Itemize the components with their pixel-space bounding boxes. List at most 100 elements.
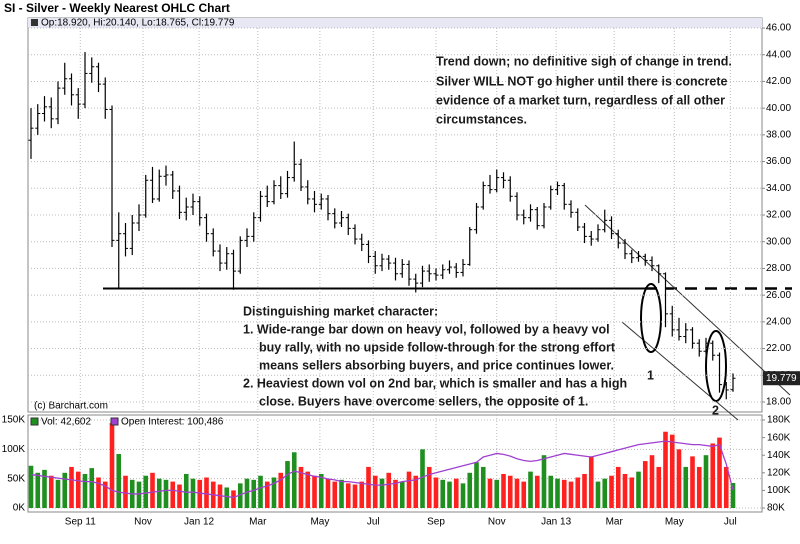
volume-bar [440, 479, 446, 509]
volume-bar [352, 484, 358, 509]
volume-bar [28, 465, 34, 509]
annotation: circumstances. [436, 112, 527, 126]
annotation: close. Buyers have overcome sellers, the… [259, 394, 588, 408]
volume-bar [622, 473, 628, 509]
y-tick-label: 44.00 [766, 49, 791, 60]
volume-bar [555, 478, 560, 509]
volume-bar [345, 483, 351, 509]
volume-bar [372, 475, 378, 509]
volume-bar [204, 477, 209, 509]
annotation: 1 [647, 368, 654, 382]
volume-bar [636, 471, 641, 509]
x-tick-label: Jan 13 [541, 517, 571, 528]
annotation: Silver WILL NOT go higher until there is… [436, 74, 728, 88]
volume-bar [42, 469, 47, 509]
y-tick-label: 36.00 [766, 156, 791, 167]
volume-bar [683, 466, 689, 509]
volume-bar [332, 481, 338, 509]
volume-bar [379, 478, 385, 509]
y-tick-label: 34.00 [766, 183, 791, 194]
annotation: means sellers absorbing buyers, and pric… [259, 358, 614, 372]
y-tick-label: 100K [2, 444, 26, 455]
volume-bar [170, 481, 176, 509]
highlight-ellipse [640, 283, 662, 353]
volume-bar [460, 483, 466, 509]
volume-bar [426, 466, 432, 509]
volume-bar [156, 478, 162, 509]
volume-bar [656, 466, 662, 509]
volume-bar [75, 471, 81, 509]
volume-bar [224, 487, 230, 509]
volume-bar [453, 478, 459, 509]
volume-bar [177, 484, 182, 509]
annotation: Distinguishing market character: [243, 304, 438, 318]
volume-bar [649, 455, 655, 509]
volume-bar [521, 481, 527, 509]
annotation: 2. Heaviest down vol on 2nd bar, which i… [243, 376, 627, 390]
volume-bar [264, 481, 270, 509]
y-tick-label: 18.00 [766, 397, 791, 408]
volume-bar [136, 481, 142, 509]
volume-bar [582, 473, 587, 509]
last-price-box [763, 371, 800, 386]
chart-title: SI - Silver - Weekly Nearest OHLC Chart [4, 1, 230, 15]
volume-bar [298, 466, 304, 509]
volume-bar [102, 481, 108, 509]
volume-bar [278, 472, 284, 509]
volume-bar [588, 456, 594, 509]
volume-bar [595, 481, 601, 509]
y-tick-label: 38.00 [766, 130, 791, 141]
volume-bar [690, 456, 695, 509]
legend-label: Open Interest: 100,486 [121, 417, 224, 428]
volume-bar [447, 481, 452, 509]
volume-bar [399, 481, 405, 509]
volume-bar [62, 472, 68, 509]
price-legend: Op:18.920, Hi:20.140, Lo:18.765, Cl:19.7… [41, 18, 235, 29]
y-tick-label: 40.00 [766, 103, 791, 114]
volume-bar [339, 479, 344, 509]
y-tick-label: 0K [13, 503, 26, 514]
y-tick-label: 22.00 [766, 343, 791, 354]
volume-bar [251, 479, 257, 509]
y-tick-label: 28.00 [766, 263, 791, 274]
volume-bar [116, 454, 122, 509]
annotation: 1. Wide-range bar down on heavy vol, fol… [243, 322, 610, 336]
volume-bar [258, 475, 263, 509]
volume-bar [231, 490, 236, 509]
volume-bar [710, 443, 716, 509]
y-tick-label: 26.00 [766, 290, 791, 301]
volume-bar [89, 468, 95, 509]
y2-tick-label: 120K [767, 467, 791, 478]
annotation: 2 [712, 403, 719, 417]
volume-bar [541, 455, 547, 509]
volume-bar [480, 466, 486, 509]
volume-bar [325, 478, 331, 509]
volume-bar [669, 434, 675, 509]
header-strip [28, 18, 762, 28]
volume-bar [82, 473, 88, 509]
volume-bar [561, 479, 567, 509]
volume-bar [548, 475, 554, 509]
legend-swatch [31, 19, 38, 26]
volume-bar [237, 483, 243, 509]
volume-bar [123, 475, 128, 509]
volume-bar [433, 477, 439, 509]
x-tick-label: May [665, 517, 684, 528]
volume-bar [143, 475, 149, 509]
volume-bar [528, 471, 533, 509]
volume-bar [406, 471, 412, 509]
volume-bar [730, 483, 736, 509]
volume-bar [150, 472, 155, 509]
last-price-label: 19.779 [766, 373, 797, 384]
volume-bar [48, 475, 54, 509]
volume-bar [487, 478, 493, 509]
volume-bar [366, 466, 371, 509]
volume-bar [183, 473, 189, 509]
channel-line [584, 204, 791, 396]
volume-bar [467, 472, 473, 509]
volume-bar [676, 449, 682, 509]
legend-label: Vol: 42,602 [41, 417, 91, 428]
y2-tick-label: 160K [767, 432, 791, 443]
annotation: buy rally, with no upside follow-through… [259, 340, 616, 354]
volume-bar [55, 479, 61, 509]
